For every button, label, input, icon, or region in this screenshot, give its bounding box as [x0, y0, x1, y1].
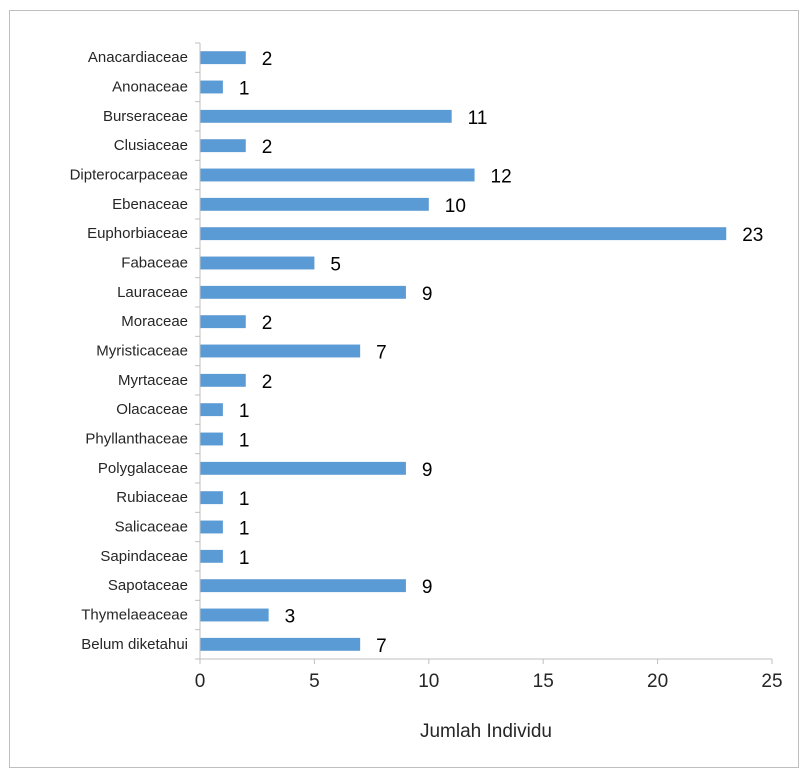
- data-label-rubiaceae: 1: [239, 489, 250, 510]
- bar-lauraceae: [200, 285, 406, 299]
- category-label-rubiaceae: Rubiaceae: [116, 489, 188, 506]
- x-axis-title: Jumlah Individu: [420, 721, 552, 742]
- bar-phyllanthaceae: [200, 432, 223, 446]
- category-label-ebenaceae: Ebenaceae: [112, 196, 188, 213]
- bar-myrtaceae: [200, 373, 246, 387]
- bar-anonaceae: [200, 80, 223, 94]
- category-label-salicaceae: Salicaceae: [115, 519, 188, 536]
- bar-dipterocarpaceae: [200, 168, 475, 182]
- bar-fabaceae: [200, 256, 315, 270]
- category-label-thymelaeaceae: Thymelaeaceae: [81, 607, 188, 624]
- category-label-olacaceae: Olacaceae: [116, 401, 188, 418]
- category-label-sapindaceae: Sapindaceae: [100, 548, 188, 565]
- bar-burseraceae: [200, 109, 452, 123]
- bar-moraceae: [200, 315, 246, 329]
- data-label-myristicaceae: 7: [376, 343, 387, 364]
- category-label-burseraceae: Burseraceae: [103, 108, 188, 125]
- x-tick-label-20: 20: [647, 671, 668, 692]
- category-label-anonaceae: Anonaceae: [112, 79, 188, 96]
- category-label-anacardiaceae: Anacardiaceae: [88, 49, 188, 66]
- category-label-polygalaceae: Polygalaceae: [98, 460, 188, 477]
- bar-sapindaceae: [200, 549, 223, 563]
- data-label-fabaceae: 5: [330, 255, 341, 276]
- data-label-anacardiaceae: 2: [262, 49, 273, 70]
- category-label-phyllanthaceae: Phyllanthaceae: [85, 431, 188, 448]
- data-label-burseraceae: 11: [468, 108, 488, 129]
- data-label-sapindaceae: 1: [239, 548, 250, 569]
- category-label-dipterocarpaceae: Dipterocarpaceae: [70, 167, 188, 184]
- bar-olacaceae: [200, 403, 223, 417]
- data-label-clusiaceae: 2: [262, 137, 273, 158]
- bar-rubiaceae: [200, 491, 223, 505]
- x-tick-label-5: 5: [309, 671, 320, 692]
- x-tick-label-10: 10: [418, 671, 439, 692]
- data-label-lauraceae: 9: [422, 284, 433, 305]
- category-label-sapotaceae: Sapotaceae: [108, 577, 188, 594]
- data-label-moraceae: 2: [262, 313, 273, 334]
- data-label-belum-diketahui: 7: [376, 636, 387, 657]
- data-label-anonaceae: 1: [239, 79, 250, 100]
- x-tick-label-0: 0: [195, 671, 206, 692]
- bar-anacardiaceae: [200, 51, 246, 65]
- data-label-ebenaceae: 10: [445, 196, 466, 217]
- bar-belum-diketahui: [200, 637, 361, 651]
- axis-layer: [195, 42, 773, 664]
- data-label-polygalaceae: 9: [422, 460, 433, 481]
- category-label-clusiaceae: Clusiaceae: [114, 137, 188, 154]
- bar-sapotaceae: [200, 579, 406, 593]
- bar-ebenaceae: [200, 197, 429, 211]
- category-label-lauraceae: Lauraceae: [117, 284, 188, 301]
- bar-thymelaeaceae: [200, 608, 269, 622]
- x-tick-label-25: 25: [761, 671, 782, 692]
- category-label-belum-diketahui: Belum diketahui: [81, 636, 188, 653]
- category-label-euphorbiaceae: Euphorbiaceae: [87, 225, 188, 242]
- data-label-salicaceae: 1: [239, 519, 250, 540]
- category-label-myristicaceae: Myristicaceae: [96, 343, 188, 360]
- data-label-olacaceae: 1: [239, 401, 250, 422]
- bar-euphorbiaceae: [200, 227, 727, 241]
- data-label-phyllanthaceae: 1: [239, 431, 250, 452]
- data-label-myrtaceae: 2: [262, 372, 273, 393]
- data-label-sapotaceae: 9: [422, 577, 433, 598]
- bars-layer: [200, 51, 727, 651]
- bar-salicaceae: [200, 520, 223, 534]
- category-label-myrtaceae: Myrtaceae: [118, 372, 188, 389]
- category-label-moraceae: Moraceae: [121, 313, 188, 330]
- bar-myristicaceae: [200, 344, 361, 358]
- chart-frame: Anacardiaceae 2 Anonaceae 1 Burseraceae 11 Clu…: [9, 10, 799, 768]
- bar-clusiaceae: [200, 139, 246, 153]
- data-label-euphorbiaceae: 23: [742, 225, 763, 246]
- category-label-fabaceae: Fabaceae: [121, 255, 188, 272]
- data-label-thymelaeaceae: 3: [285, 607, 296, 628]
- data-label-dipterocarpaceae: 12: [491, 167, 512, 188]
- bar-polygalaceae: [200, 461, 406, 475]
- x-tick-label-15: 15: [533, 671, 554, 692]
